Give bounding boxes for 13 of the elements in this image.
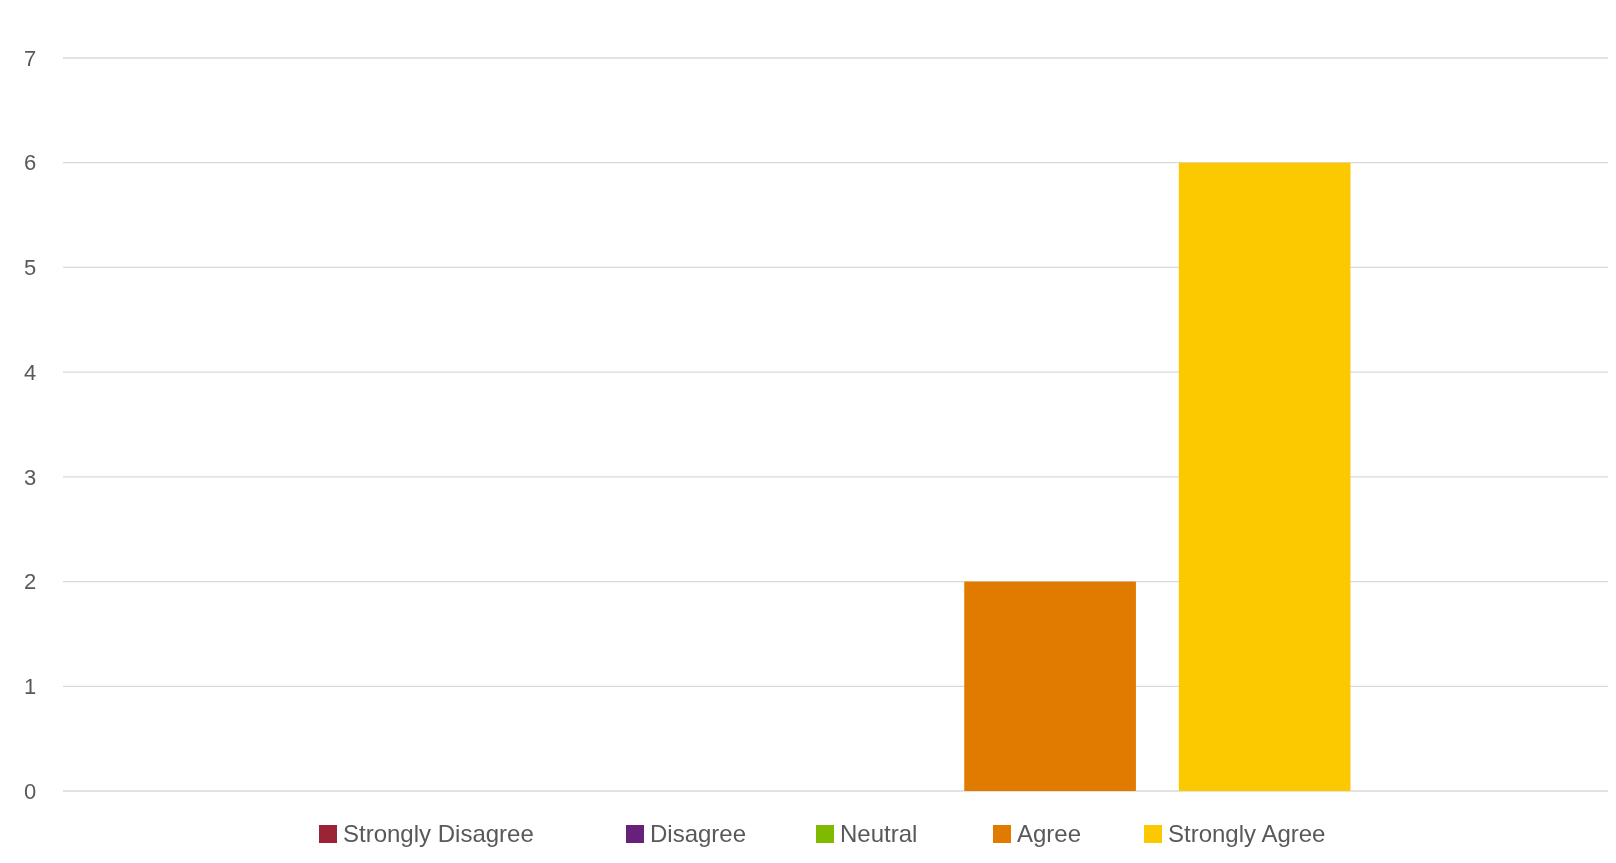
y-tick-label: 3 [23,464,37,490]
y-tick-label: 2 [23,569,37,595]
y-tick-label: 7 [23,45,37,71]
legend-label: Disagree [650,820,747,848]
y-tick-label: 5 [23,255,37,281]
y-tick-label: 4 [23,359,37,385]
legend-label: Neutral [840,820,918,848]
legend-label: Strongly Disagree [343,820,534,848]
y-tick-label: 6 [23,150,37,176]
y-tick-label: 0 [23,778,37,804]
y-tick-label: 1 [23,673,37,699]
legend-label: Strongly Agree [1168,820,1326,848]
legend-label: Agree [1017,820,1082,848]
